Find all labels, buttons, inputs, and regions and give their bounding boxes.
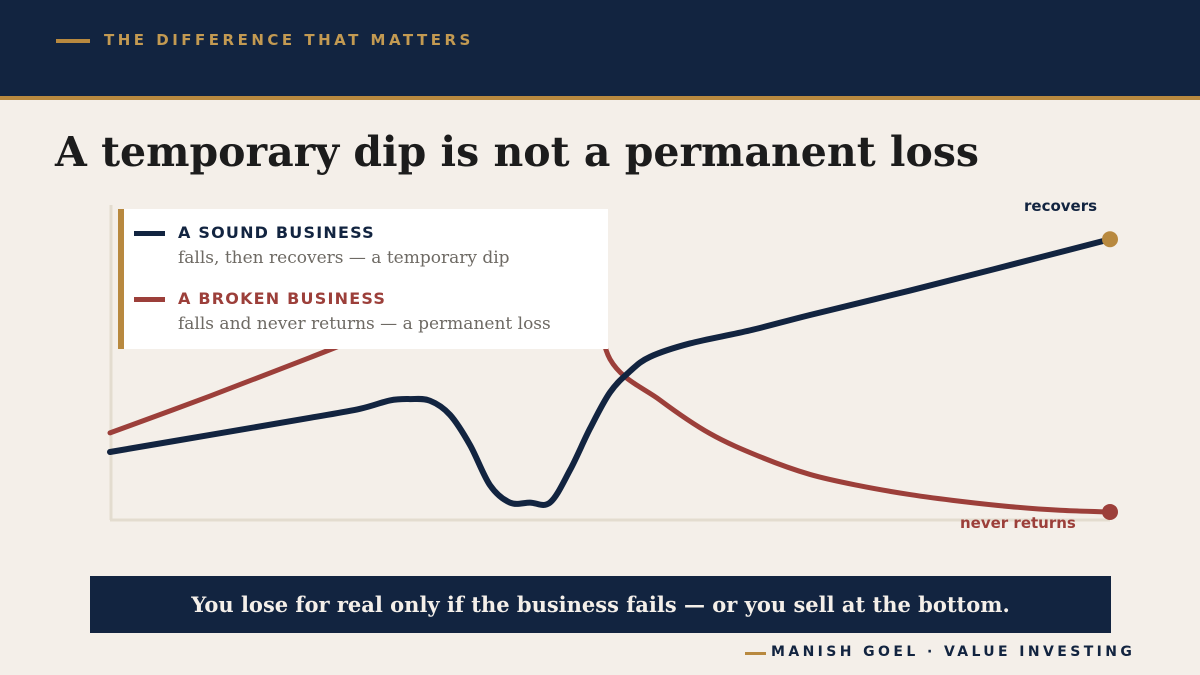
footer-separator: ·: [926, 644, 936, 660]
page-title: A temporary dip is not a permanent loss: [55, 128, 980, 176]
footer-dash: [745, 652, 766, 655]
end-label-never-returns: never returns: [960, 514, 1076, 532]
legend-desc-sound: falls, then recovers — a temporary dip: [178, 248, 510, 268]
takeaway-banner: You lose for real only if the business f…: [90, 576, 1111, 633]
kicker-label: THE DIFFERENCE THAT MATTERS: [104, 31, 474, 49]
takeaway-text: You lose for real only if the business f…: [191, 592, 1010, 617]
header-divider: [0, 96, 1200, 100]
footer-author: MANISH GOEL: [771, 644, 919, 660]
series-end-point-broken: [1102, 503, 1118, 520]
legend-name-broken: A BROKEN BUSINESS: [178, 289, 387, 308]
series-end-point-sound: [1102, 231, 1118, 248]
header-bar: [0, 0, 1200, 96]
kicker-dash: [56, 39, 90, 43]
footer-byline: MANISH GOEL · VALUE INVESTING: [771, 644, 1135, 660]
legend-desc-broken: falls and never returns — a permanent lo…: [178, 314, 551, 334]
chart-legend: A SOUND BUSINESS falls, then recovers — …: [118, 209, 608, 349]
legend-accent-bar: [118, 209, 124, 349]
legend-swatch-sound: [134, 231, 165, 236]
legend-name-sound: A SOUND BUSINESS: [178, 223, 375, 242]
end-label-recovers: recovers: [1024, 197, 1098, 215]
legend-swatch-broken: [134, 297, 165, 302]
series-line-sound: [107, 236, 1113, 508]
footer-topic: VALUE INVESTING: [943, 644, 1136, 660]
